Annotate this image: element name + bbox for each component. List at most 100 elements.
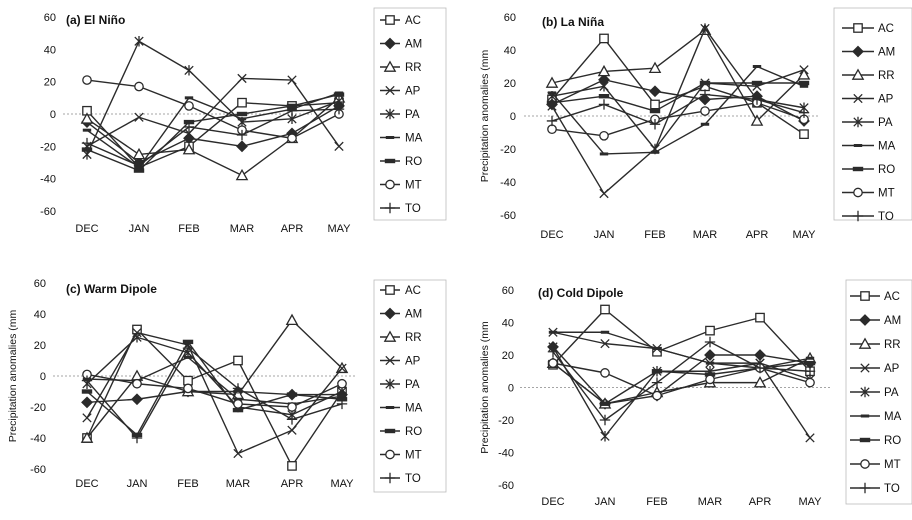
data-point (182, 339, 194, 345)
legend-label: AM (878, 47, 895, 59)
legend-label: MT (878, 188, 895, 200)
data-point (333, 103, 345, 115)
legend-marker (385, 449, 395, 460)
data-point (699, 89, 711, 100)
series-ro (546, 80, 810, 114)
legend-label: AM (884, 315, 901, 327)
data-point (337, 378, 347, 389)
legend-label: AP (405, 356, 421, 368)
data-point (545, 76, 559, 88)
data-point (805, 377, 815, 388)
series-to (81, 103, 345, 171)
series-mt (82, 75, 344, 144)
series-line (86, 79, 340, 139)
data-point (184, 101, 194, 111)
data-point (799, 65, 809, 75)
panel-2: 60 40 20 0 -20 -40 -60 Precipitation anomalies … (479, 7, 912, 241)
data-point (82, 413, 92, 423)
data-point (650, 99, 660, 110)
data-point (333, 92, 345, 97)
x-tick-label: FEB (178, 223, 199, 235)
y-tick-label: -40 (498, 448, 514, 460)
x-tick-label: MAY (330, 478, 354, 490)
data-point (547, 91, 557, 95)
x-tick-label: APR (749, 496, 772, 508)
legend-label: TO (405, 473, 421, 485)
x-tick-label: APR (746, 229, 769, 241)
y-tick-label: 0 (510, 111, 516, 123)
data-point (286, 392, 298, 397)
data-point (287, 461, 297, 471)
data-point (798, 80, 810, 86)
legend-label: RO (405, 426, 422, 438)
legend-entry: AC (842, 23, 894, 35)
legend-label: MA (884, 411, 902, 423)
data-point (650, 150, 660, 154)
y-tick-label: -20 (500, 144, 516, 156)
y-axis-label: Precipitation anomalies (mm (7, 310, 19, 443)
legend-marker (384, 202, 396, 214)
y-tick-label: -60 (40, 206, 56, 218)
legend-entry: RO (850, 435, 901, 447)
legend-entry: MA (380, 403, 423, 415)
data-point (237, 117, 247, 121)
legend-label: MT (405, 180, 422, 192)
x-tick-label: JAN (594, 229, 615, 241)
x-tick-label: MAY (798, 496, 822, 508)
legend-label: RR (405, 62, 422, 74)
data-point (336, 398, 348, 410)
data-point (649, 85, 661, 98)
x-tick-label: JAN (595, 496, 616, 508)
series-line (552, 346, 811, 437)
legend-marker (385, 136, 395, 139)
data-point (236, 140, 248, 153)
legend-label: RO (405, 156, 422, 168)
panel-title: (a) El Niño (66, 13, 125, 27)
legend-marker (385, 179, 395, 190)
panel-title: (d) Cold Dipole (538, 286, 624, 300)
legend: AC AM RR AP PA MA RO MT TO (373, 279, 447, 493)
series-line (552, 346, 811, 405)
series-rr (545, 23, 811, 126)
legend-label: MT (884, 459, 901, 471)
legend-label: RO (878, 164, 895, 176)
legend-entry: TO (380, 472, 421, 485)
data-point (750, 114, 764, 126)
legend-entry: AC (380, 15, 421, 27)
legend-label: PA (405, 379, 420, 391)
legend-marker (384, 428, 396, 434)
series-line (86, 336, 343, 416)
legend-marker (852, 166, 864, 172)
legend-marker (853, 93, 863, 104)
data-point (133, 160, 145, 171)
legend-label: MA (405, 403, 423, 415)
series-line (551, 78, 805, 122)
data-point (131, 432, 143, 444)
series-line (86, 328, 343, 467)
legend-entry: TO (842, 210, 894, 223)
data-point (81, 147, 93, 152)
y-tick-label: 60 (34, 278, 46, 290)
legend-marker (385, 15, 395, 25)
x-tick-label: DEC (75, 478, 98, 490)
legend-entry: AM (380, 307, 422, 321)
data-point (704, 349, 716, 361)
panel-4: 60 40 20 0 -20 -40 -60 Precipitation anomalies … (479, 279, 912, 508)
data-point (547, 346, 559, 357)
data-point (81, 375, 93, 386)
data-point (285, 313, 299, 326)
y-tick-label: -40 (30, 433, 46, 445)
y-tick-label: -60 (500, 210, 516, 222)
legend-label: PA (884, 387, 899, 399)
legend-marker (852, 45, 864, 58)
legend-label: AC (405, 15, 421, 27)
x-tick-label: DEC (540, 229, 563, 241)
x-tick-label: MAR (226, 478, 251, 490)
data-point (182, 342, 194, 354)
legend-marker (383, 60, 397, 72)
data-point (134, 112, 144, 122)
series-line (551, 29, 805, 122)
legend-marker (853, 144, 863, 147)
legend-marker (385, 406, 395, 409)
